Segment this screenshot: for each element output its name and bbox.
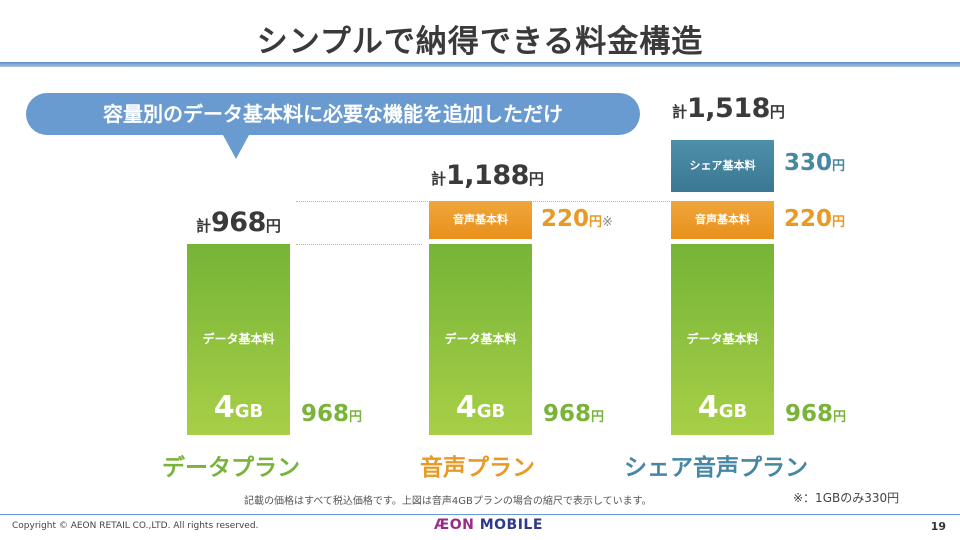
voice-price: 220円※ <box>541 206 613 232</box>
yen-unit: 円 <box>591 410 605 425</box>
total-value: 1,518 <box>687 93 770 124</box>
logo-mobile: MOBILE <box>479 517 543 533</box>
capacity-unit: GB <box>718 401 748 422</box>
voice-note-mark: ※ <box>602 215 613 230</box>
total-unit: 円 <box>528 170 544 188</box>
total-unit: 円 <box>769 103 785 121</box>
data-fee-bar: データ基本料 4GB <box>671 244 774 435</box>
voice-fee-box: 音声基本料 <box>429 201 532 239</box>
yen-unit: 円 <box>832 159 846 174</box>
total-voice-plan: 計1,188円 <box>431 160 544 191</box>
footnote: ※：1GBのみ330円 <box>793 491 900 505</box>
copyright-text: Copyright © AEON RETAIL CO.,LTD. All rig… <box>12 521 259 531</box>
data-price: 968円 <box>543 401 604 427</box>
logo-aeon: ÆON <box>434 517 475 533</box>
price-note: 記載の価格はすべて税込価格です。上図は音声4GBプランの場合の縮尺で表示していま… <box>244 496 652 507</box>
voice-price-value: 220 <box>784 206 833 232</box>
total-prefix: 計 <box>196 217 212 235</box>
data-price-value: 968 <box>301 401 350 427</box>
total-value: 1,188 <box>446 160 529 191</box>
voice-price: 220円 <box>784 206 845 232</box>
callout-banner: 容量別のデータ基本料に必要な機能を追加しただけ <box>26 93 640 135</box>
data-fee-label: データ基本料 <box>444 332 517 346</box>
data-price: 968円 <box>785 401 846 427</box>
voice-price-value: 220 <box>541 206 590 232</box>
total-prefix: 計 <box>672 103 688 121</box>
data-fee-bar: データ基本料 4GB <box>429 244 532 435</box>
capacity-label: 4GB <box>187 390 290 425</box>
plan-name-share: シェア音声プラン <box>624 455 808 481</box>
data-fee-label: データ基本料 <box>202 332 275 346</box>
yen-unit: 円 <box>832 215 846 230</box>
voice-fee-box: 音声基本料 <box>671 201 774 239</box>
data-fee-bar: データ基本料 4GB <box>187 244 290 435</box>
data-price-value: 968 <box>543 401 592 427</box>
total-share-plan: 計1,518円 <box>672 93 785 124</box>
capacity-unit: GB <box>476 401 506 422</box>
share-fee-box: シェア基本料 <box>671 140 774 192</box>
page-number: 19 <box>930 520 946 533</box>
yen-unit: 円 <box>589 215 603 230</box>
callout-pointer <box>223 135 249 159</box>
aeon-mobile-logo: ÆON MOBILE <box>434 517 543 533</box>
total-unit: 円 <box>265 217 281 235</box>
capacity-label: 4GB <box>429 390 532 425</box>
yen-unit: 円 <box>833 410 847 425</box>
total-prefix: 計 <box>431 170 447 188</box>
share-price: 330円 <box>784 150 845 176</box>
data-price: 968円 <box>301 401 362 427</box>
capacity-number: 4 <box>455 390 477 425</box>
data-price-value: 968 <box>785 401 834 427</box>
guide-line <box>296 201 672 202</box>
capacity-number: 4 <box>213 390 235 425</box>
total-data-plan: 計968円 <box>196 207 281 238</box>
plan-name-data: データプラン <box>162 455 300 481</box>
page-title: シンプルで納得できる料金構造 <box>256 24 704 60</box>
data-fee-label: データ基本料 <box>686 332 759 346</box>
guide-line <box>296 244 422 245</box>
footer-divider <box>0 514 960 515</box>
capacity-unit: GB <box>234 401 264 422</box>
yen-unit: 円 <box>349 410 363 425</box>
share-price-value: 330 <box>784 150 833 176</box>
total-value: 968 <box>211 207 266 238</box>
plan-name-voice: 音声プラン <box>420 455 535 481</box>
title-underline <box>0 62 960 67</box>
capacity-number: 4 <box>697 390 719 425</box>
capacity-label: 4GB <box>671 390 774 425</box>
